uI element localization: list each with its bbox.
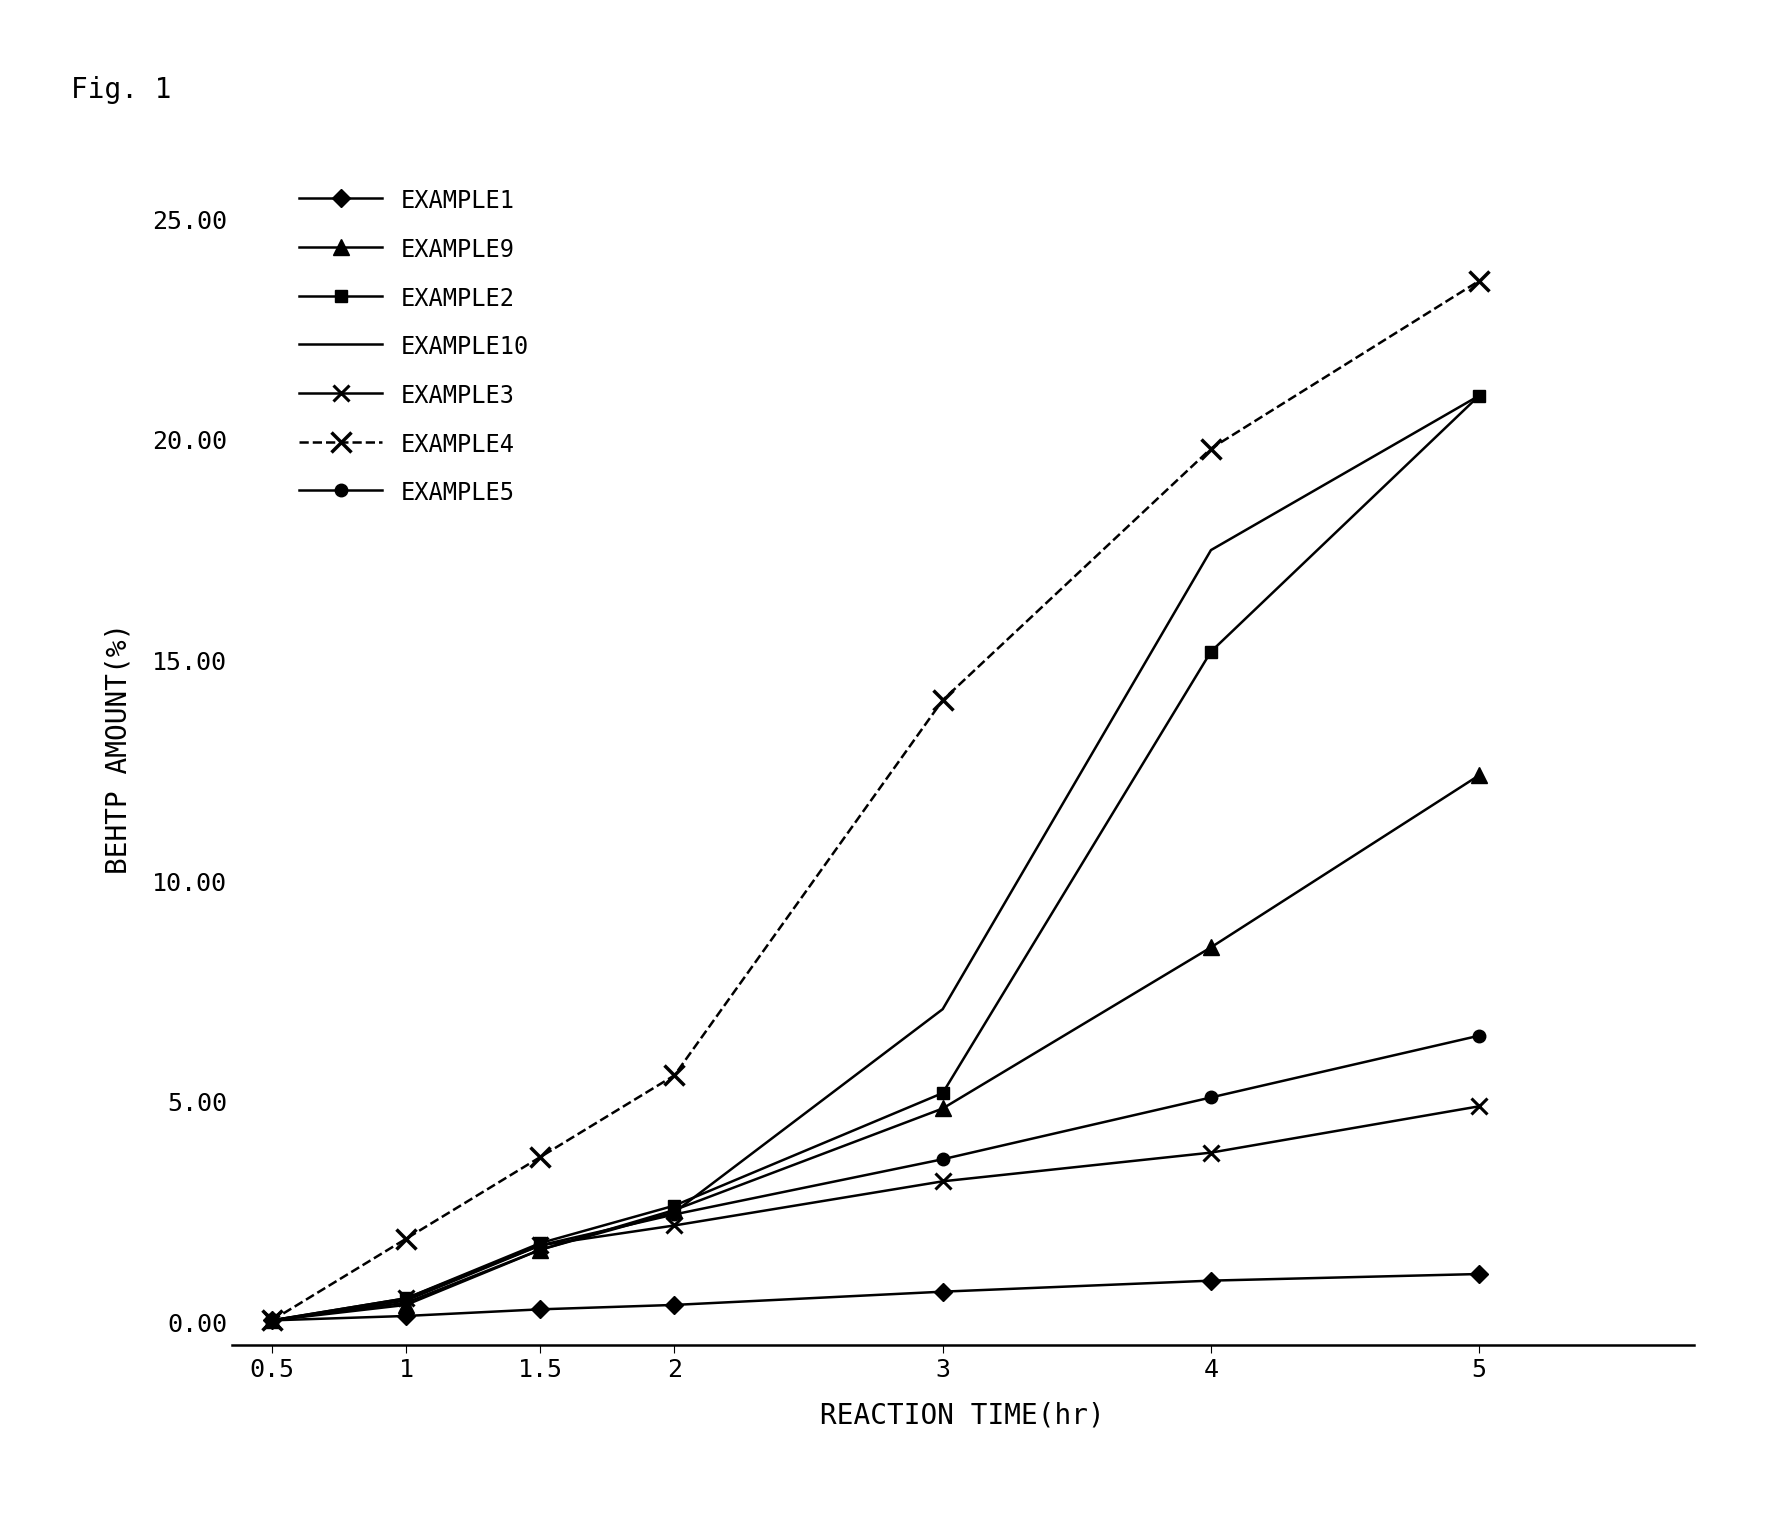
EXAMPLE3 xyxy=(1468,1097,1490,1115)
EXAMPLE5 xyxy=(396,1291,417,1309)
EXAMPLE1 xyxy=(1199,1271,1221,1290)
EXAMPLE10 xyxy=(396,1294,417,1313)
EXAMPLE2 xyxy=(663,1196,684,1215)
EXAMPLE10 xyxy=(1199,541,1221,559)
EXAMPLE1 xyxy=(262,1311,283,1329)
EXAMPLE4 xyxy=(396,1230,417,1248)
EXAMPLE5 xyxy=(262,1311,283,1329)
EXAMPLE2 xyxy=(529,1235,551,1253)
EXAMPLE3 xyxy=(1199,1143,1221,1161)
EXAMPLE2 xyxy=(1468,387,1490,405)
Line: EXAMPLE10: EXAMPLE10 xyxy=(273,396,1479,1320)
EXAMPLE4 xyxy=(1199,440,1221,458)
EXAMPLE9 xyxy=(396,1296,417,1314)
EXAMPLE4 xyxy=(1468,272,1490,290)
EXAMPLE9 xyxy=(1199,938,1221,957)
Line: EXAMPLE5: EXAMPLE5 xyxy=(266,1030,1484,1326)
EXAMPLE1 xyxy=(663,1296,684,1314)
EXAMPLE5 xyxy=(932,1151,953,1169)
EXAMPLE5 xyxy=(529,1236,551,1254)
EXAMPLE2 xyxy=(396,1290,417,1308)
EXAMPLE3 xyxy=(262,1311,283,1329)
Line: EXAMPLE9: EXAMPLE9 xyxy=(264,767,1486,1328)
EXAMPLE5 xyxy=(1199,1088,1221,1106)
EXAMPLE10 xyxy=(262,1311,283,1329)
EXAMPLE9 xyxy=(262,1311,283,1329)
EXAMPLE10 xyxy=(932,999,953,1018)
EXAMPLE4 xyxy=(262,1311,283,1329)
EXAMPLE10 xyxy=(529,1241,551,1259)
EXAMPLE1 xyxy=(1468,1265,1490,1284)
EXAMPLE5 xyxy=(663,1206,684,1224)
EXAMPLE2 xyxy=(932,1083,953,1102)
EXAMPLE1 xyxy=(396,1306,417,1325)
EXAMPLE9 xyxy=(1468,766,1490,784)
Legend: EXAMPLE1, EXAMPLE9, EXAMPLE2, EXAMPLE10, EXAMPLE3, EXAMPLE4, EXAMPLE5: EXAMPLE1, EXAMPLE9, EXAMPLE2, EXAMPLE10,… xyxy=(287,177,540,518)
EXAMPLE4 xyxy=(529,1148,551,1166)
Y-axis label: BEHTP AMOUNT(%): BEHTP AMOUNT(%) xyxy=(105,623,132,874)
EXAMPLE3 xyxy=(396,1290,417,1308)
X-axis label: REACTION TIME(hr): REACTION TIME(hr) xyxy=(820,1401,1105,1429)
EXAMPLE5 xyxy=(1468,1027,1490,1045)
EXAMPLE3 xyxy=(529,1236,551,1254)
Text: Fig. 1: Fig. 1 xyxy=(71,76,171,104)
EXAMPLE2 xyxy=(1199,642,1221,660)
EXAMPLE9 xyxy=(932,1099,953,1117)
Line: EXAMPLE4: EXAMPLE4 xyxy=(262,270,1488,1329)
EXAMPLE10 xyxy=(663,1203,684,1221)
Line: EXAMPLE2: EXAMPLE2 xyxy=(266,390,1484,1326)
Line: EXAMPLE1: EXAMPLE1 xyxy=(266,1268,1484,1326)
EXAMPLE2 xyxy=(262,1311,283,1329)
EXAMPLE10 xyxy=(1468,387,1490,405)
EXAMPLE4 xyxy=(932,691,953,709)
EXAMPLE3 xyxy=(663,1216,684,1235)
EXAMPLE9 xyxy=(529,1241,551,1259)
EXAMPLE1 xyxy=(932,1282,953,1300)
Line: EXAMPLE3: EXAMPLE3 xyxy=(264,1099,1486,1328)
EXAMPLE1 xyxy=(529,1300,551,1319)
EXAMPLE9 xyxy=(663,1201,684,1219)
EXAMPLE3 xyxy=(932,1172,953,1190)
EXAMPLE4 xyxy=(663,1067,684,1085)
